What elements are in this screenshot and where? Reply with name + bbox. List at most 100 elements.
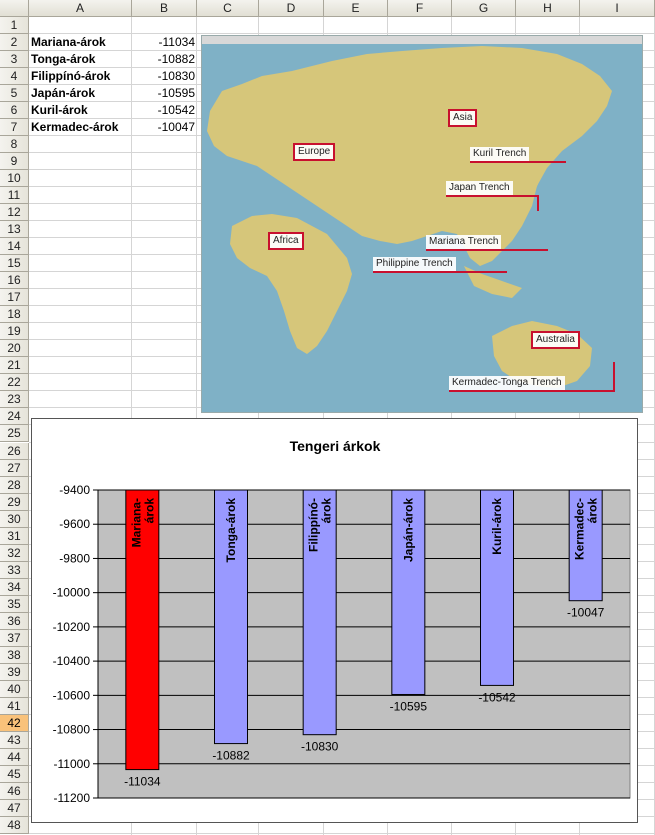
data-label: -10882 xyxy=(212,749,250,763)
row-header-9[interactable]: 9 xyxy=(0,153,29,171)
chart-title: Tengeri árkok xyxy=(290,438,381,454)
bar xyxy=(214,489,248,745)
category-label: Kuril-árok xyxy=(490,498,504,555)
row-header-16[interactable]: 16 xyxy=(0,272,29,290)
japan-trench-tick xyxy=(537,195,539,211)
indonesia-islands xyxy=(464,266,522,298)
column-header-H[interactable]: H xyxy=(516,0,580,17)
cell-trench-depth[interactable]: -10882 xyxy=(157,52,195,67)
label-mariana-trench: Mariana Trench xyxy=(426,235,502,249)
row-header-42[interactable]: 42 xyxy=(0,714,29,732)
row-header-23[interactable]: 23 xyxy=(0,391,29,409)
row-header-14[interactable]: 14 xyxy=(0,238,29,256)
cell-trench-depth[interactable]: -10830 xyxy=(157,69,195,84)
row-header-6[interactable]: 6 xyxy=(0,102,29,120)
column-header-C[interactable]: C xyxy=(197,0,259,17)
row-header-27[interactable]: 27 xyxy=(0,459,29,477)
cell-trench-name[interactable]: Filippínó-árok xyxy=(31,69,111,84)
kermadec-tonga-trench-tick xyxy=(613,362,615,392)
row-header-40[interactable]: 40 xyxy=(0,680,29,698)
y-tick-label: -11200 xyxy=(54,791,91,805)
arctic-ice xyxy=(202,36,642,44)
plot-area xyxy=(97,489,631,799)
row-header-44[interactable]: 44 xyxy=(0,748,29,766)
row-header-15[interactable]: 15 xyxy=(0,255,29,273)
cell-trench-depth[interactable]: -10595 xyxy=(157,86,195,101)
row-header-30[interactable]: 30 xyxy=(0,510,29,528)
row-header-33[interactable]: 33 xyxy=(0,561,29,579)
row-header-10[interactable]: 10 xyxy=(0,170,29,188)
chart-object[interactable]: Tengeri árkok -9400 -9600 -9800 -10000 -10200… xyxy=(31,418,638,823)
row-header-39[interactable]: 39 xyxy=(0,663,29,681)
row-header-11[interactable]: 11 xyxy=(0,187,29,205)
philippine-trench-line xyxy=(373,271,507,273)
column-header-A[interactable]: A xyxy=(29,0,132,17)
y-tick-label: -10600 xyxy=(53,688,91,702)
row-header-32[interactable]: 32 xyxy=(0,544,29,562)
label-africa: Africa xyxy=(268,232,304,250)
row-header-4[interactable]: 4 xyxy=(0,68,29,86)
label-asia: Asia xyxy=(448,109,478,127)
grid-row-line xyxy=(29,832,655,834)
row-header-20[interactable]: 20 xyxy=(0,340,29,358)
row-header-2[interactable]: 2 xyxy=(0,34,29,52)
data-label: -10542 xyxy=(478,690,516,704)
row-header-19[interactable]: 19 xyxy=(0,323,29,341)
row-header-41[interactable]: 41 xyxy=(0,697,29,715)
cell-trench-depth[interactable]: -10047 xyxy=(157,120,195,135)
column-header-F[interactable]: F xyxy=(388,0,452,17)
row-header-1[interactable]: 1 xyxy=(0,17,29,35)
row-header-22[interactable]: 22 xyxy=(0,374,29,392)
cell-trench-name[interactable]: Tonga-árok xyxy=(31,52,96,67)
row-header-43[interactable]: 43 xyxy=(0,731,29,749)
row-header-48[interactable]: 48 xyxy=(0,816,29,834)
cell-trench-depth[interactable]: -10542 xyxy=(157,103,195,118)
row-header-18[interactable]: 18 xyxy=(0,306,29,324)
column-header-D[interactable]: D xyxy=(259,0,324,17)
row-header-7[interactable]: 7 xyxy=(0,119,29,137)
column-header-I[interactable]: I xyxy=(580,0,655,17)
label-kuril-trench: Kuril Trench xyxy=(470,147,530,161)
japan-islands xyxy=(522,176,538,206)
select-all-corner[interactable] xyxy=(0,0,29,17)
row-header-17[interactable]: 17 xyxy=(0,289,29,307)
world-map-picture[interactable]: Asia Europe Africa Australia Kuril Trenc… xyxy=(201,35,643,413)
row-header-37[interactable]: 37 xyxy=(0,629,29,647)
africa-landmass xyxy=(230,214,352,354)
row-header-46[interactable]: 46 xyxy=(0,782,29,800)
row-header-8[interactable]: 8 xyxy=(0,136,29,154)
row-header-47[interactable]: 47 xyxy=(0,799,29,817)
row-header-36[interactable]: 36 xyxy=(0,612,29,630)
column-header-E[interactable]: E xyxy=(324,0,388,17)
row-header-38[interactable]: 38 xyxy=(0,646,29,664)
row-header-3[interactable]: 3 xyxy=(0,51,29,69)
category-label: Japán-árok xyxy=(401,498,415,562)
row-header-21[interactable]: 21 xyxy=(0,357,29,375)
row-header-13[interactable]: 13 xyxy=(0,221,29,239)
data-label: -10047 xyxy=(567,606,605,620)
cell-trench-name[interactable]: Mariana-árok xyxy=(31,35,106,50)
row-header-31[interactable]: 31 xyxy=(0,527,29,545)
row-header-28[interactable]: 28 xyxy=(0,476,29,494)
row-header-12[interactable]: 12 xyxy=(0,204,29,222)
cell-trench-name[interactable]: Japán-árok xyxy=(31,86,96,101)
japan-trench-line xyxy=(446,195,538,197)
y-tick-label: -10800 xyxy=(53,723,91,737)
row-header-35[interactable]: 35 xyxy=(0,595,29,613)
row-header-29[interactable]: 29 xyxy=(0,493,29,511)
row-header-26[interactable]: 26 xyxy=(0,442,29,460)
row-header-45[interactable]: 45 xyxy=(0,765,29,783)
row-header-5[interactable]: 5 xyxy=(0,85,29,103)
cell-trench-depth[interactable]: -11034 xyxy=(158,35,195,50)
mariana-trench-line xyxy=(426,249,548,251)
row-header-25[interactable]: 25 xyxy=(0,425,29,443)
label-europe: Europe xyxy=(293,143,336,161)
row-header-34[interactable]: 34 xyxy=(0,578,29,596)
column-header-B[interactable]: B xyxy=(132,0,197,17)
cell-trench-name[interactable]: Kermadec-árok xyxy=(31,120,119,135)
row-header-24[interactable]: 24 xyxy=(0,408,29,426)
column-header-G[interactable]: G xyxy=(452,0,516,17)
y-tick-label: -10400 xyxy=(53,654,91,668)
cell-trench-name[interactable]: Kuril-árok xyxy=(31,103,88,118)
